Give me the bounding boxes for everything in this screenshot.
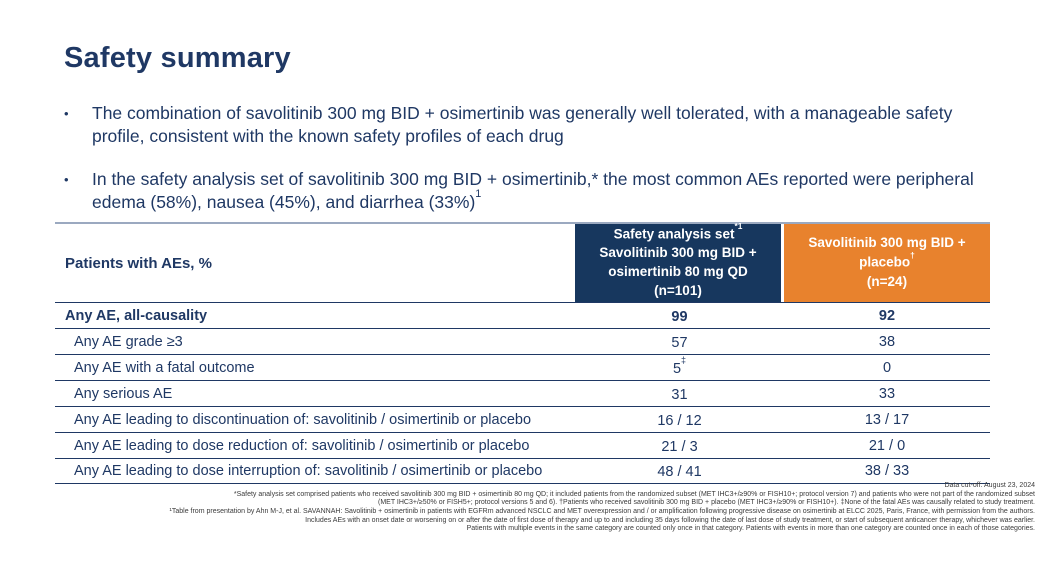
table-header-row: Patients with AEs, % Safety analysis set… — [55, 221, 990, 302]
footnote-line: ¹Table from presentation by Ahn M-J, et … — [169, 508, 1035, 516]
row-label: Any AE with a fatal outcome — [74, 359, 255, 376]
row-label: Any AE, all-causality — [65, 307, 208, 324]
footnote-line: (MET IHC3+/≥50% or FISH5+; protocol vers… — [378, 499, 1035, 507]
cell-savo-placebo: 33 — [878, 385, 896, 402]
cell-savo-placebo: 21 / 0 — [868, 437, 906, 454]
bullet-text: The combination of savolitinib 300 mg BI… — [92, 103, 953, 147]
table-row: Any serious AE 31 33 — [55, 380, 990, 406]
footer: 2025 ASCO ANNUAL MEETING #ASCO25 PRESENT… — [0, 543, 1040, 585]
row-label: Any AE grade ≥3 — [74, 333, 183, 350]
bullet-item: • In the safety analysis set of savoliti… — [64, 168, 994, 214]
column-header-savolitinib-placebo: Savolitinib 300 mg BID + placebo† (n=24) — [784, 224, 990, 302]
bullet-list: • The combination of savolitinib 300 mg … — [64, 102, 994, 234]
footnotes-block: Data cut-off: August 23, 2024 *Safety an… — [50, 482, 1035, 534]
cell-savo-osi: 48 / 41 — [657, 463, 702, 480]
footnote-line: Data cut-off: August 23, 2024 — [944, 482, 1035, 489]
cell-savo-osi: 57 — [671, 334, 688, 351]
table-row: Any AE grade ≥3 57 38 — [55, 328, 990, 354]
cell-savo-osi: 31 — [671, 386, 688, 403]
cell-savo-osi: 5‡ — [672, 354, 687, 377]
row-label: Any AE leading to discontinuation of: sa… — [74, 411, 532, 428]
table-row: Any AE, all-causality 99 92 — [55, 302, 990, 328]
footnote-line: Patients with multiple events in the sam… — [466, 525, 1035, 533]
page-title: Safety summary — [64, 42, 291, 74]
row-label: Any AE leading to dose interruption of: … — [74, 463, 543, 479]
bullet-icon: • — [64, 106, 69, 121]
column-header-savolitinib-osimertinib: Safety analysis set*1 Savolitinib 300 mg… — [575, 221, 781, 302]
table-corner-header: Patients with AEs, % — [55, 224, 575, 302]
column-divider — [781, 224, 784, 302]
cell-savo-placebo: 92 — [878, 307, 896, 324]
bullet-superscript: 1 — [475, 187, 482, 200]
bullet-icon: • — [64, 172, 69, 188]
cell-savo-placebo: 38 — [878, 333, 896, 350]
cell-savo-placebo: 38 / 33 — [864, 463, 910, 479]
table-row: Any AE with a fatal outcome 5‡ 0 — [55, 354, 990, 380]
adverse-events-table: Patients with AEs, % Safety analysis set… — [55, 221, 990, 484]
cell-savo-placebo: 0 — [882, 359, 892, 376]
bullet-item: • The combination of savolitinib 300 mg … — [64, 102, 994, 148]
table-row: Any AE leading to dose interruption of: … — [55, 458, 990, 484]
cell-savo-osi: 21 / 3 — [661, 438, 698, 455]
cell-savo-osi: 99 — [671, 308, 688, 325]
cell-savo-placebo: 13 / 17 — [864, 411, 910, 428]
row-label: Any AE leading to dose reduction of: sav… — [74, 437, 530, 454]
row-label: Any serious AE — [74, 385, 173, 402]
footnote-line: *Safety analysis set comprised patients … — [233, 490, 1035, 498]
footnote-line: Includes AEs with an onset date or worse… — [305, 516, 1035, 524]
bullet-text: In the safety analysis set of savolitini… — [92, 169, 974, 213]
table-row: Any AE leading to discontinuation of: sa… — [55, 406, 990, 432]
cell-savo-osi: 16 / 12 — [657, 412, 702, 429]
table-row: Any AE leading to dose reduction of: sav… — [55, 432, 990, 458]
